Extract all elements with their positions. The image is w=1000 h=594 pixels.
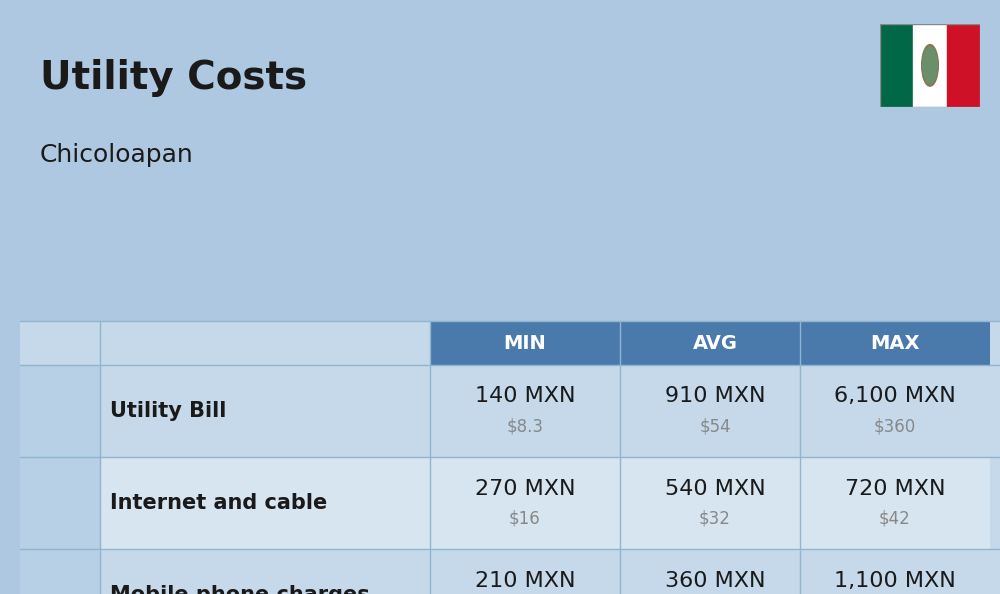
Text: $360: $360: [874, 417, 916, 435]
Text: 140 MXN: 140 MXN: [475, 387, 575, 406]
Text: Internet and cable: Internet and cable: [110, 494, 327, 513]
Text: ⚙
🔌: ⚙ 🔌: [51, 391, 69, 432]
Text: MAX: MAX: [870, 334, 920, 352]
Text: $32: $32: [699, 509, 731, 527]
Bar: [913, 24, 947, 107]
Text: 720 MXN: 720 MXN: [845, 479, 945, 498]
Text: 1,100 MXN: 1,100 MXN: [834, 571, 956, 590]
Text: $54: $54: [699, 417, 731, 435]
Text: MIN: MIN: [504, 334, 546, 352]
Text: $8.3: $8.3: [507, 417, 544, 435]
Text: AVG: AVG: [692, 334, 738, 352]
Text: 📱: 📱: [52, 582, 68, 594]
Text: Utility Bill: Utility Bill: [110, 402, 226, 421]
Text: $16: $16: [509, 509, 541, 527]
Text: Utility Costs: Utility Costs: [40, 59, 307, 97]
Bar: [947, 24, 980, 107]
Bar: [880, 24, 913, 107]
Text: 540 MXN: 540 MXN: [665, 479, 765, 498]
Text: 6,100 MXN: 6,100 MXN: [834, 387, 956, 406]
Text: 📶
🖥: 📶 🖥: [54, 483, 66, 524]
Text: 910 MXN: 910 MXN: [665, 387, 765, 406]
Text: 270 MXN: 270 MXN: [475, 479, 575, 498]
Circle shape: [923, 47, 937, 84]
Text: 360 MXN: 360 MXN: [665, 571, 765, 590]
Text: Mobile phone charges: Mobile phone charges: [110, 586, 370, 594]
Text: $42: $42: [879, 509, 911, 527]
Text: Chicoloapan: Chicoloapan: [40, 143, 194, 166]
Circle shape: [922, 45, 938, 86]
Text: 210 MXN: 210 MXN: [475, 571, 575, 590]
